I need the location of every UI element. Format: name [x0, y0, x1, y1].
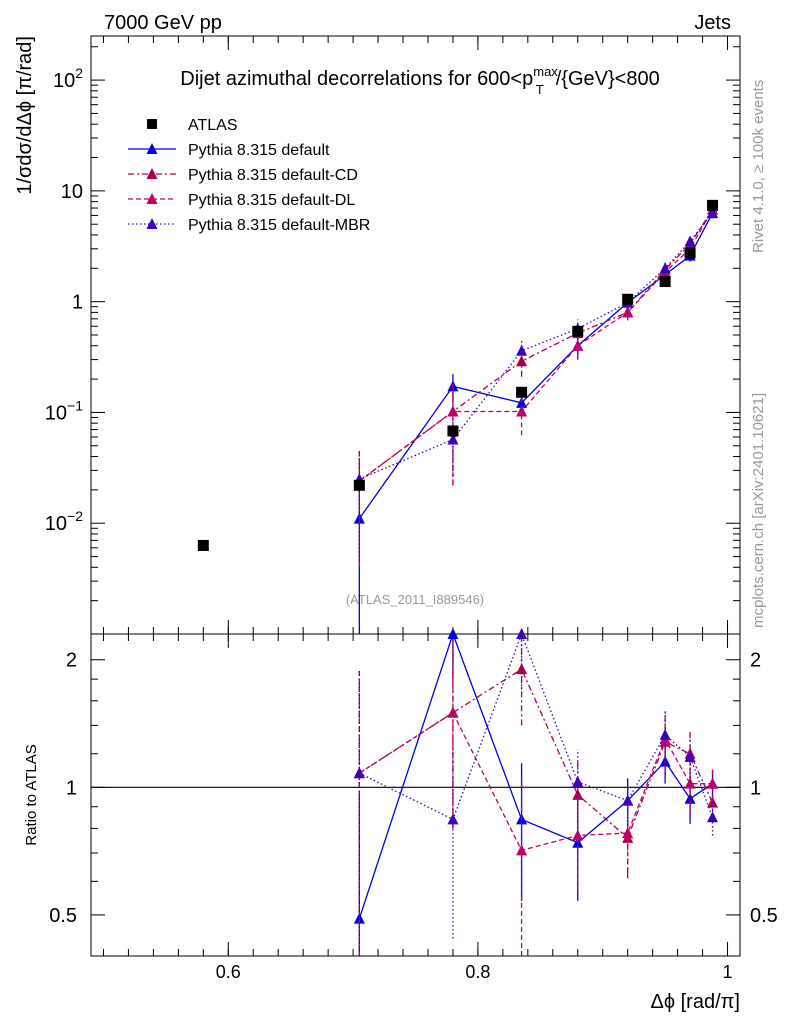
ratio-point: [659, 728, 671, 740]
data-point: [622, 293, 634, 305]
ratio-frame: [90, 633, 741, 957]
ratio-tick-label-right: 2: [750, 650, 761, 672]
y-tick-label: 10: [61, 181, 83, 203]
data-point: [353, 479, 365, 491]
data-point: [659, 276, 671, 288]
legend-marker-data: [147, 119, 157, 129]
legend: ATLAS Pythia 8.315 default Pythia 8.315 de…: [128, 117, 370, 234]
series-line-2: [358, 209, 714, 482]
ratio-tick-label-right: 1: [750, 777, 761, 799]
ratio-point: [516, 844, 528, 856]
ratio-point: [572, 775, 584, 787]
ratio-point: [707, 811, 719, 823]
series-point: [572, 339, 584, 351]
ratio-point: [684, 777, 696, 789]
data-point: [572, 325, 584, 337]
ratio-point: [684, 750, 696, 762]
series-point: [516, 355, 528, 367]
series-point: [447, 433, 459, 445]
x-axis-label: Δϕ [rad/π]: [651, 991, 741, 1013]
legend-label-3: Pythia 8.315 default-MBR: [188, 217, 370, 234]
chart-title: Dijet azimuthal decorrelations for 600<p…: [180, 64, 659, 97]
ratio-tick-label: 1: [66, 777, 77, 799]
x-tick-label: 0.8: [465, 962, 490, 982]
y-tick-label: 102: [53, 65, 83, 92]
chart-title-sup: max: [533, 64, 558, 79]
ratio-point: [447, 628, 459, 639]
legend-marker-0: [146, 143, 158, 154]
mcplots-label: mcplots.cern.ch [arXiv:2401.10621]: [750, 393, 767, 628]
ratio-point: [684, 792, 696, 804]
ratio-point: [447, 813, 459, 825]
ratio-line-0: [358, 632, 713, 919]
legend-label-1: Pythia 8.315 default-CD: [188, 167, 358, 184]
legend-label-0: Pythia 8.315 default: [188, 142, 330, 159]
ratio-line-1: [358, 668, 714, 839]
ratio-point: [707, 777, 719, 789]
series-point: [516, 405, 528, 417]
x-tick-label: 0.6: [216, 962, 241, 982]
series-line-0: [358, 212, 714, 520]
ratio-point: [447, 706, 459, 718]
ratio-point: [622, 794, 634, 806]
y-tick-label: 10−2: [45, 508, 83, 535]
legend-label-2: Pythia 8.315 default-DL: [188, 192, 355, 209]
ratio-line-3: [359, 632, 714, 821]
ratio-line-2: [358, 711, 713, 852]
y-axis-label: 1/σdσ/dΔϕ [π/rad]: [14, 36, 36, 195]
legend-marker-1: [146, 168, 158, 179]
ratio-tick-label: 2: [66, 650, 77, 672]
ratio-point: [572, 829, 584, 841]
series-point: [622, 306, 634, 318]
series-layer: [197, 199, 719, 634]
header-process: Jets: [694, 12, 731, 34]
header-energy: 7000 GeV pp: [104, 12, 222, 34]
ratio-point: [353, 767, 365, 779]
chart-title-tail: /{GeV}<800: [556, 68, 660, 90]
series-point: [516, 344, 528, 356]
series-point: [684, 235, 696, 247]
ratio-tick-label: 0.5: [49, 905, 77, 927]
x-tick-label: 1: [723, 962, 733, 982]
ratio-point: [622, 827, 634, 839]
ratio-point: [516, 628, 528, 639]
series-point: [447, 405, 459, 417]
data-point: [684, 247, 696, 259]
series-line-1: [358, 209, 714, 482]
series-point: [659, 262, 671, 274]
legend-label-data: ATLAS: [188, 117, 238, 134]
legend-marker-2: [146, 193, 158, 204]
data-point: [197, 539, 209, 551]
chart-title-main: Dijet azimuthal decorrelations for 600<p: [180, 68, 533, 90]
ratio-layer: [353, 628, 719, 956]
axes-ticks: 0.6 0.8 1 10−2 10−1 1 10 102 0.5 0.5 1 1 2 2: [45, 36, 778, 982]
data-point: [516, 386, 528, 398]
legend-marker-3: [146, 218, 158, 229]
y-tick-label: 1: [72, 292, 83, 314]
series-line-3: [359, 212, 714, 480]
ratio-y-axis-label: Ratio to ATLAS: [23, 744, 40, 845]
series-point: [707, 207, 719, 219]
data-point: [447, 425, 459, 437]
analysis-id: (ATLAS_2011_I889546): [346, 592, 484, 607]
y-tick-label: 10−1: [45, 397, 83, 424]
rivet-label: Rivet 4.1.0, ≥ 100k events: [750, 80, 767, 253]
data-point: [707, 199, 719, 211]
chart-title-sub: T: [536, 82, 544, 97]
ratio-tick-label-right: 0.5: [750, 905, 778, 927]
